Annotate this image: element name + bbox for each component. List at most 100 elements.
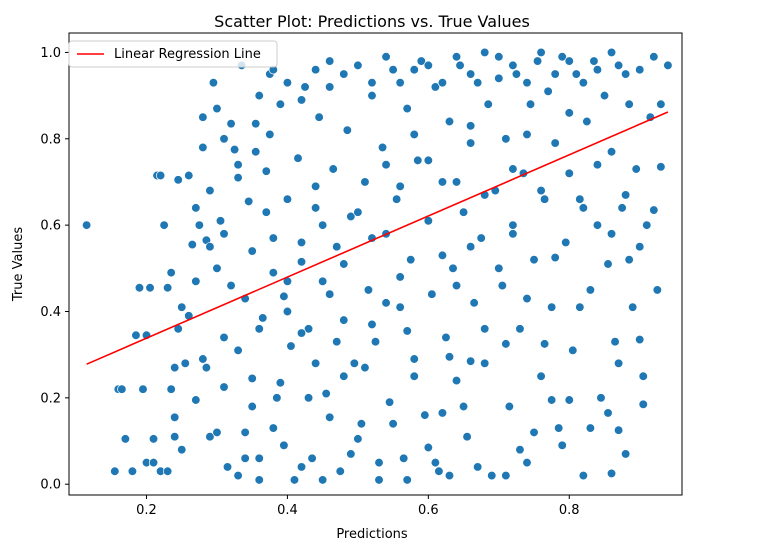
data-point [346, 211, 356, 222]
data-point [198, 354, 208, 364]
data-point [564, 108, 574, 118]
data-point [170, 362, 180, 373]
data-point [536, 185, 546, 196]
data-point [480, 324, 490, 334]
data-point [166, 384, 176, 394]
data-point [233, 470, 243, 481]
data-point [578, 77, 589, 88]
data-point [300, 82, 310, 92]
data-point [508, 164, 518, 174]
data-point [564, 56, 574, 66]
data-point [81, 220, 92, 230]
data-point [318, 276, 328, 286]
y-tick-label: 1.0 [40, 46, 61, 61]
data-point [423, 60, 433, 71]
data-point [406, 255, 416, 265]
data-point [219, 382, 229, 392]
data-point [536, 47, 546, 58]
data-point [395, 302, 405, 312]
data-point [494, 73, 504, 83]
data-point [240, 453, 250, 463]
chart-title: Scatter Plot: Predictions vs. True Value… [214, 12, 530, 31]
data-point [395, 77, 405, 88]
data-point [522, 129, 532, 140]
data-point [430, 457, 441, 468]
data-point [321, 388, 331, 399]
data-point [550, 252, 560, 263]
data-point [462, 432, 472, 442]
data-point [480, 358, 490, 368]
data-point [339, 69, 349, 79]
x-axis-label: Predictions [336, 527, 408, 542]
data-point [254, 475, 264, 485]
data-point [539, 339, 550, 349]
data-point [557, 440, 567, 451]
data-point [325, 82, 335, 92]
data-point [465, 69, 476, 79]
data-point [511, 69, 522, 79]
data-point [575, 302, 585, 312]
data-point [233, 345, 243, 356]
data-point [180, 358, 190, 368]
data-point [251, 119, 261, 129]
data-point [377, 142, 388, 153]
data-point [265, 129, 275, 140]
data-point [465, 242, 476, 252]
data-point [219, 332, 229, 343]
data-point [508, 229, 518, 239]
data-point [564, 168, 574, 178]
data-point [465, 356, 476, 366]
data-point [381, 298, 391, 308]
data-point [282, 194, 293, 204]
data-point [381, 160, 391, 170]
data-point [508, 220, 518, 230]
data-point [451, 280, 462, 291]
data-point [620, 69, 631, 79]
data-point [409, 129, 419, 140]
data-point [198, 112, 208, 122]
data-point [585, 423, 596, 433]
data-point [307, 453, 317, 463]
data-point [328, 164, 338, 174]
y-tick-label: 0.6 [40, 219, 61, 234]
data-point [620, 449, 631, 459]
data-point [335, 466, 345, 476]
data-point [205, 242, 215, 252]
data-point [592, 220, 603, 230]
data-point [451, 375, 462, 386]
data-point [437, 408, 448, 418]
data-point [247, 373, 257, 384]
data-point [395, 272, 405, 282]
data-point [638, 399, 648, 409]
data-point [575, 194, 585, 204]
data-point [508, 60, 518, 71]
data-point [529, 427, 539, 438]
data-point [325, 289, 335, 299]
data-point [342, 125, 352, 135]
data-point [117, 384, 127, 394]
data-point [515, 445, 525, 455]
data-point [434, 466, 444, 476]
data-point [522, 457, 532, 468]
data-point [229, 144, 240, 155]
data-point [501, 339, 511, 349]
data-point [148, 457, 159, 468]
data-point [536, 371, 546, 381]
data-point [233, 160, 243, 170]
data-point [325, 56, 335, 66]
data-point [155, 170, 166, 181]
data-point [148, 434, 159, 444]
data-point [409, 354, 419, 364]
y-axis-label: True Values [11, 227, 26, 302]
data-point [522, 77, 532, 88]
data-point [332, 242, 342, 252]
data-point [159, 220, 169, 230]
data-point [208, 77, 219, 88]
data-point [360, 177, 370, 187]
data-point [212, 427, 222, 438]
data-point [219, 134, 229, 144]
data-point [282, 77, 293, 88]
data-point [423, 442, 433, 453]
data-point [268, 267, 278, 278]
